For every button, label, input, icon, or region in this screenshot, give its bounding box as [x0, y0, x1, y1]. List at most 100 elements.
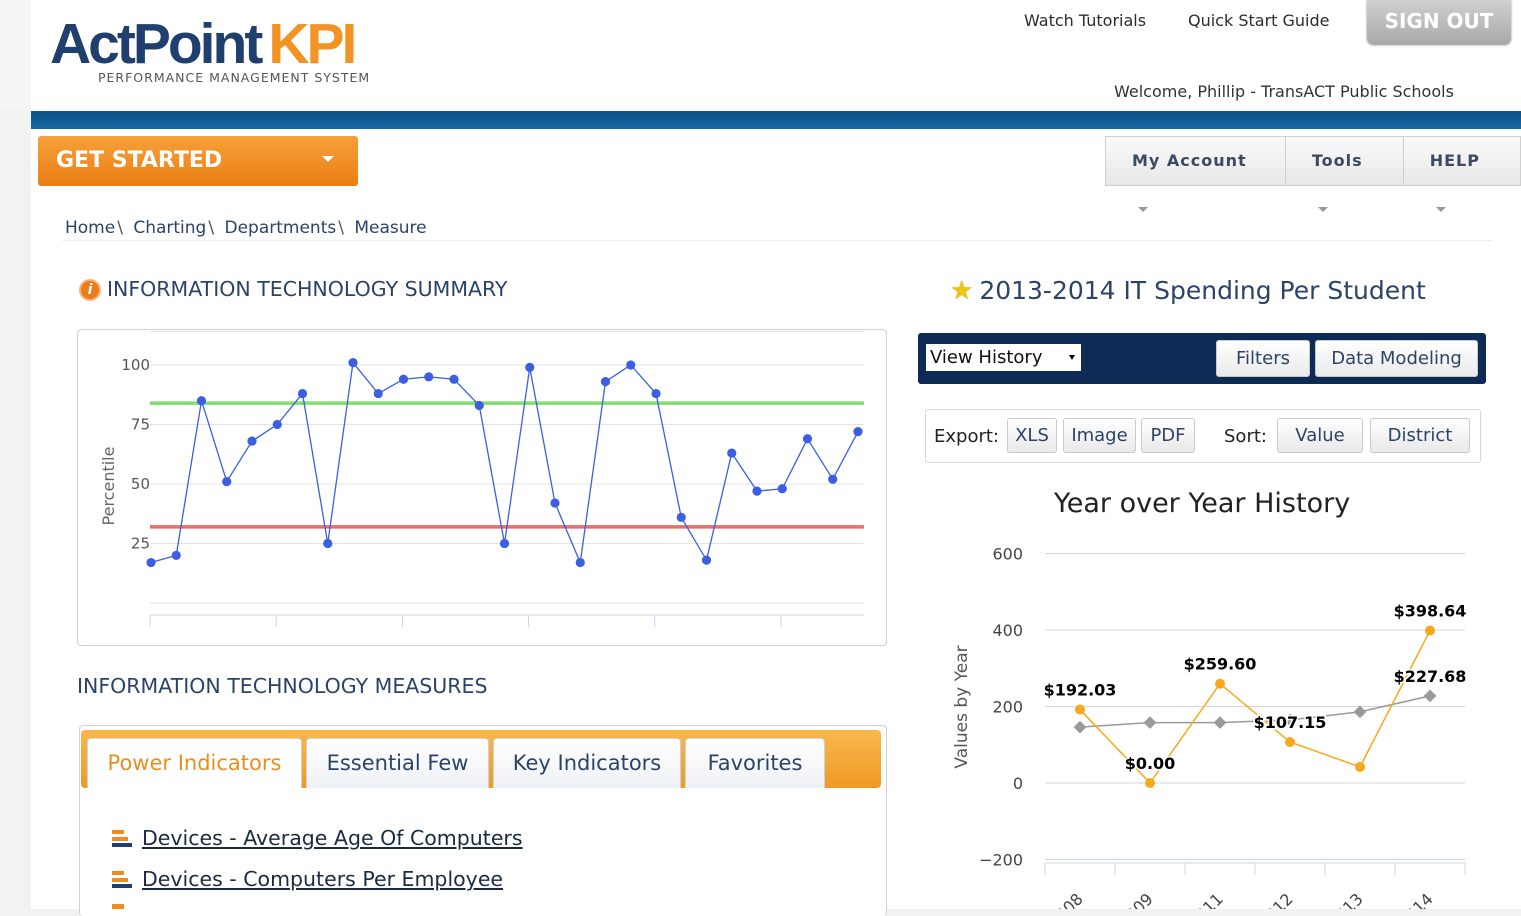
- data-point: [701, 555, 712, 565]
- welcome-label: Welcome,: [1114, 82, 1193, 101]
- divider: [62, 240, 1492, 241]
- x-tick-label: 2014: [1395, 889, 1437, 909]
- watch-tutorials-link[interactable]: Watch Tutorials: [1024, 11, 1147, 30]
- data-label: $107.15: [1254, 713, 1327, 732]
- x-tick-label: 2013: [1325, 889, 1367, 909]
- data-label: $227.68: [1394, 667, 1467, 686]
- data-point: [449, 374, 459, 384]
- data-point-orange: [1425, 625, 1435, 636]
- data-label: $192.03: [1044, 681, 1117, 700]
- sort-label: Sort:: [1224, 426, 1267, 447]
- star-icon[interactable]: ★: [950, 276, 974, 306]
- data-point-orange: [1075, 704, 1085, 715]
- quick-start-guide-link[interactable]: Quick Start Guide: [1188, 11, 1330, 30]
- data-point-gray: [1423, 689, 1437, 703]
- tab-essential-few[interactable]: Essential Few: [306, 738, 489, 788]
- series-line-orange: [1079, 630, 1431, 785]
- history-toolbar: View History Filters Data Modeling: [918, 333, 1486, 384]
- data-point: [499, 538, 510, 549]
- get-started-dropdown[interactable]: GET STARTED: [38, 136, 358, 186]
- data-point: [575, 557, 585, 568]
- filters-button[interactable]: Filters: [1216, 340, 1310, 377]
- logo-wordmark: ActPoint KPI: [50, 14, 370, 74]
- measures-tabs: Power Indicators Essential Few Key Indic…: [81, 730, 881, 788]
- export-pdf-button[interactable]: PDF: [1141, 418, 1195, 453]
- measures-title: INFORMATION TECHNOLOGY MEASURES: [77, 674, 488, 698]
- data-point: [474, 400, 484, 411]
- data-point: [828, 474, 838, 484]
- sort-district-button[interactable]: District: [1370, 418, 1470, 453]
- welcome-text: Welcome, Phillip - TransACT Public Schoo…: [1114, 82, 1454, 101]
- view-select-value: View History: [930, 347, 1043, 368]
- breadcrumb-separator: \: [208, 218, 215, 238]
- menu-help[interactable]: HELP: [1404, 137, 1520, 212]
- data-point-orange: [1285, 737, 1295, 748]
- bar-chart-icon: [112, 871, 132, 889]
- info-icon[interactable]: i: [79, 279, 101, 301]
- chevron-down-icon: [322, 156, 334, 162]
- y-tick-label: −200: [979, 851, 1023, 870]
- measure-link[interactable]: Devices - Computers Per Employee: [112, 867, 503, 891]
- data-point-orange: [1355, 761, 1365, 772]
- data-point: [222, 477, 232, 487]
- measure-title: ★ 2013-2014 IT Spending Per Student: [950, 276, 1426, 306]
- export-label: Export:: [934, 426, 999, 447]
- data-point: [727, 448, 737, 458]
- logo-kpi: KPI: [268, 12, 357, 76]
- data-point: [626, 360, 636, 370]
- data-point: [525, 362, 535, 372]
- export-xls-button[interactable]: XLS: [1007, 418, 1057, 453]
- sort-value-button[interactable]: Value: [1277, 418, 1363, 453]
- chart-title: Year over Year History: [1053, 488, 1350, 519]
- data-point: [424, 372, 434, 382]
- breadcrumb-separator: \: [117, 218, 123, 238]
- breadcrumb-separator: \: [338, 218, 344, 238]
- menu-my-account[interactable]: My Account: [1106, 137, 1286, 212]
- chevron-down-icon: [1138, 207, 1148, 212]
- data-label: $259.60: [1184, 655, 1257, 674]
- measure-link[interactable]: Devices - Average Age Of Computers: [112, 826, 523, 850]
- menu-label: My Account: [1132, 151, 1247, 170]
- sign-out-button[interactable]: SIGN OUT: [1367, 0, 1511, 44]
- bar-chart-icon: [112, 904, 124, 909]
- data-modeling-button[interactable]: Data Modeling: [1315, 340, 1478, 377]
- y-axis-label: Values by Year: [952, 645, 972, 768]
- tab-favorites[interactable]: Favorites: [685, 738, 825, 788]
- welcome-user: Phillip - TransACT Public Schools: [1197, 82, 1454, 101]
- data-point: [752, 486, 762, 496]
- tab-power-indicators[interactable]: Power Indicators: [87, 738, 302, 788]
- logo-tagline: PERFORMANCE MANAGEMENT SYSTEM: [98, 70, 371, 85]
- series-line: [150, 361, 859, 565]
- measure-label: Devices - Average Age Of Computers: [142, 826, 523, 850]
- app-logo[interactable]: ActPoint KPI PERFORMANCE MANAGEMENT SYSTE…: [50, 14, 370, 85]
- x-tick-label: 2008: [1045, 889, 1087, 909]
- logo-actpoint: ActPoint: [50, 12, 263, 76]
- measure-label: Devices - Computers Per Employee: [142, 867, 504, 891]
- measure-title-text: 2013-2014 IT Spending Per Student: [979, 276, 1426, 305]
- y-tick-label: 25: [131, 535, 150, 553]
- data-point: [853, 427, 863, 437]
- data-point: [676, 512, 686, 522]
- breadcrumb-departments[interactable]: Departments: [224, 218, 337, 238]
- chevron-down-icon: [1317, 207, 1328, 212]
- breadcrumb-charting[interactable]: Charting: [133, 218, 207, 238]
- data-point: [600, 377, 611, 387]
- x-tick-label: 2011: [1185, 889, 1227, 909]
- export-sort-bar: Export: XLS Image PDF Sort: Value Distri…: [925, 409, 1481, 463]
- export-image-button[interactable]: Image: [1063, 418, 1136, 453]
- menu-tools[interactable]: Tools: [1286, 137, 1404, 212]
- tab-key-indicators[interactable]: Key Indicators: [493, 738, 681, 788]
- data-point: [171, 550, 181, 560]
- data-point-gray: [1073, 720, 1087, 734]
- breadcrumb-home[interactable]: Home: [65, 218, 116, 238]
- chevron-down-icon: [1435, 207, 1446, 212]
- view-select[interactable]: View History: [926, 344, 1081, 371]
- breadcrumb-measure[interactable]: Measure: [354, 218, 427, 238]
- y-tick-label: 100: [121, 356, 150, 374]
- data-point: [373, 388, 383, 399]
- menu-label: HELP: [1429, 151, 1480, 170]
- data-point: [297, 388, 308, 399]
- year-over-year-chart: −200 0 200 400 600 Values by Year Year over Ye…: [952, 488, 1468, 909]
- menu-label: Tools: [1311, 151, 1363, 170]
- data-point: [550, 498, 560, 508]
